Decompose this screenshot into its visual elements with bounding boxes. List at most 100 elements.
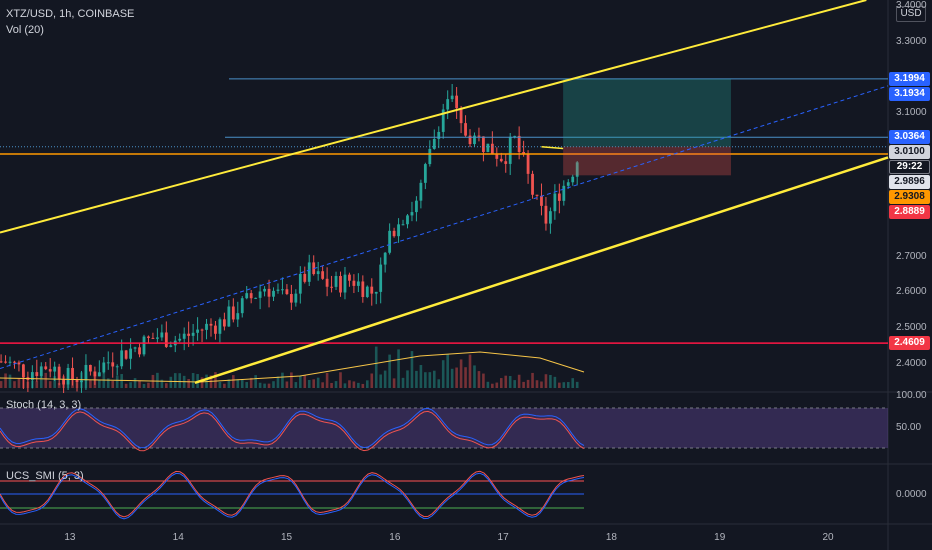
volume-bar	[499, 378, 503, 388]
candle-body	[441, 109, 445, 132]
candle-body	[446, 99, 450, 110]
currency-button[interactable]: USD	[896, 6, 926, 22]
candle-body	[227, 306, 231, 327]
candle-body	[517, 135, 521, 152]
candle-body	[294, 293, 298, 303]
volume-bar	[124, 383, 128, 388]
volume-bar	[281, 372, 284, 388]
volume-bar	[491, 383, 494, 388]
candle-body	[562, 185, 566, 201]
candle-body	[531, 173, 534, 195]
candle-body	[316, 271, 320, 275]
candle-body	[164, 332, 168, 347]
candle-body	[80, 380, 83, 383]
candle-body	[490, 143, 494, 155]
candle-body	[35, 372, 39, 376]
candle-body	[486, 143, 490, 152]
volume-bar	[272, 381, 275, 388]
volume-bar	[549, 374, 552, 388]
candle-body	[437, 131, 441, 139]
candle-body	[419, 182, 423, 201]
candle-body	[138, 347, 141, 355]
volume-bar	[214, 372, 217, 388]
volume-bar	[147, 382, 150, 388]
candle-body	[432, 138, 436, 149]
candle-body	[392, 230, 396, 237]
volume-bar	[187, 379, 190, 388]
volume-legend: Vol (20)	[6, 24, 44, 36]
volume-bar	[299, 375, 302, 388]
volume-bar	[348, 380, 351, 388]
volume-bar	[258, 382, 262, 388]
channel-lower-line	[194, 156, 889, 385]
price-label: 3.0364	[889, 130, 930, 145]
volume-bar	[303, 375, 307, 388]
volume-bar	[218, 381, 222, 388]
candle-body	[44, 366, 48, 370]
volume-bar	[191, 373, 195, 388]
candle-body	[450, 95, 454, 100]
candle-body	[160, 332, 164, 338]
candle-body	[214, 325, 217, 334]
price-tick: 2.7000	[896, 250, 927, 262]
volume-bar	[223, 383, 226, 388]
candle-body	[423, 164, 427, 183]
candle-body	[30, 372, 34, 380]
volume-bar	[263, 383, 266, 388]
volume-bar	[290, 372, 293, 388]
candle-body	[196, 329, 199, 333]
candle-body	[111, 362, 115, 367]
date-tick: 17	[497, 532, 509, 543]
candle-body	[544, 205, 548, 224]
volume-bar	[48, 381, 52, 388]
volume-bar	[240, 378, 244, 388]
candle-body	[66, 367, 70, 385]
candle-body	[106, 362, 110, 364]
candle-body	[522, 151, 526, 154]
candle-body	[0, 361, 3, 363]
candle-body	[495, 154, 499, 159]
candle-body	[365, 286, 369, 298]
candle-body	[356, 281, 360, 286]
volume-bar	[424, 372, 427, 388]
volume-bar	[544, 374, 548, 388]
candle-body	[348, 274, 351, 281]
volume-bar	[464, 367, 467, 388]
volume-bar	[535, 380, 539, 388]
volume-bar	[571, 378, 575, 388]
volume-bar	[383, 370, 387, 388]
candle-body	[267, 288, 271, 297]
candle-body	[526, 153, 530, 174]
volume-bar	[44, 372, 48, 388]
price-label: 2.9896	[889, 175, 930, 190]
volume-bar	[459, 359, 463, 388]
candle-body	[281, 289, 284, 291]
volume-bar	[142, 383, 146, 388]
candle-body	[84, 364, 88, 381]
volume-bar	[227, 379, 231, 388]
stoch-tick-100: 100.00	[896, 390, 927, 401]
candle-body	[147, 336, 150, 338]
volume-bar	[0, 381, 3, 388]
stop-loss-zone	[563, 146, 731, 176]
volume-bar	[294, 382, 298, 388]
candle-body	[263, 288, 266, 292]
price-label: 2.8889	[889, 205, 930, 220]
candle-body	[401, 224, 405, 226]
volume-bar	[334, 381, 338, 388]
candle-body	[415, 200, 418, 213]
volume-bar	[53, 376, 56, 388]
volume-bar	[468, 354, 472, 388]
candle-body	[477, 135, 481, 137]
candle-body	[379, 264, 383, 292]
candle-body	[48, 369, 52, 372]
volume-bar	[473, 365, 476, 388]
candle-body	[120, 350, 124, 367]
candle-body	[410, 212, 414, 216]
volume-bar	[232, 375, 235, 388]
date-tick: 15	[280, 532, 293, 543]
volume-bar	[441, 360, 445, 388]
volume-bar	[558, 382, 561, 388]
date-tick: 13	[64, 532, 76, 543]
